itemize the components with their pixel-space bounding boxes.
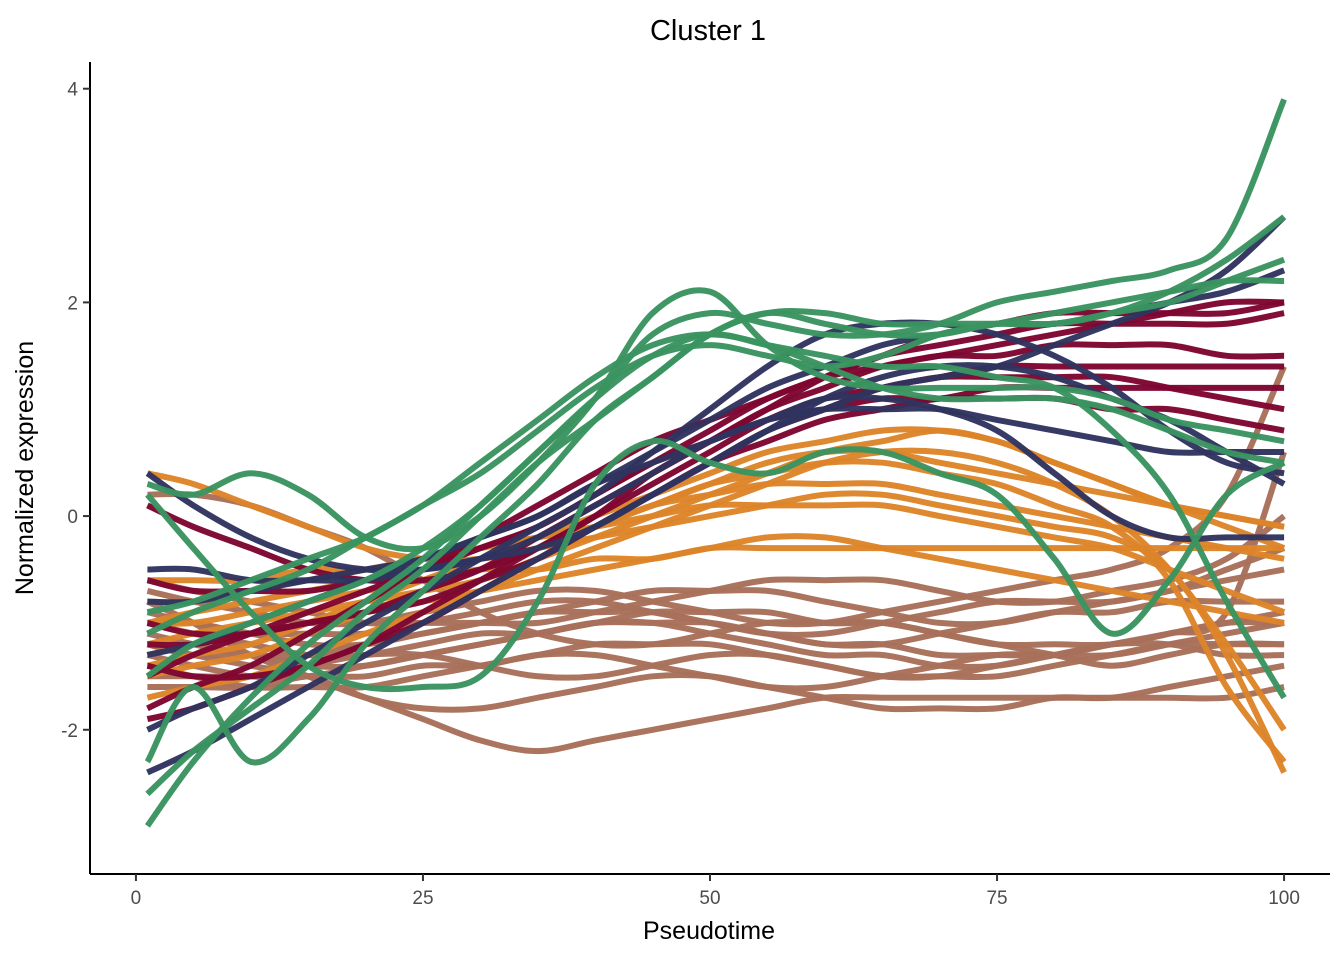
chart-title: Cluster 1 [650,15,766,47]
series-line-crimson-02 [146,310,1285,680]
x-tick-label: 100 [1268,888,1300,909]
series-line-green-01 [144,98,1287,828]
y-tick-label: 2 [67,293,78,314]
x-tick-label: 25 [412,888,433,909]
series-line-brown-11 [146,640,1285,691]
series-line-green-07 [146,331,1285,637]
series-layer [144,98,1287,828]
series-line-green-04 [144,214,1286,766]
series-line-green-02 [146,287,1285,553]
x-axis-label: Pseudotime [643,917,775,945]
series-line-brown-13 [146,450,1287,670]
y-axis-ticks: -2 0 2 4 [61,80,90,742]
y-tick-label: 4 [67,80,78,101]
series-line-orange-09 [146,426,1286,669]
x-tick-label: 50 [699,888,720,909]
series-line-green-05 [145,437,1286,693]
x-tick-label: 75 [986,888,1007,909]
x-axis-ticks: 0 25 50 75 100 [131,874,1300,909]
series-line-orange-04 [146,470,1287,774]
y-tick-label: 0 [67,507,78,528]
y-axis-label: Normalized expression [11,341,39,595]
x-tick-label: 0 [131,888,142,909]
series-line-green-08 [146,277,1285,616]
series-line-orange-10 [147,501,1286,616]
series-line-brown-04 [146,641,1285,755]
y-tick-label: -2 [61,721,78,742]
